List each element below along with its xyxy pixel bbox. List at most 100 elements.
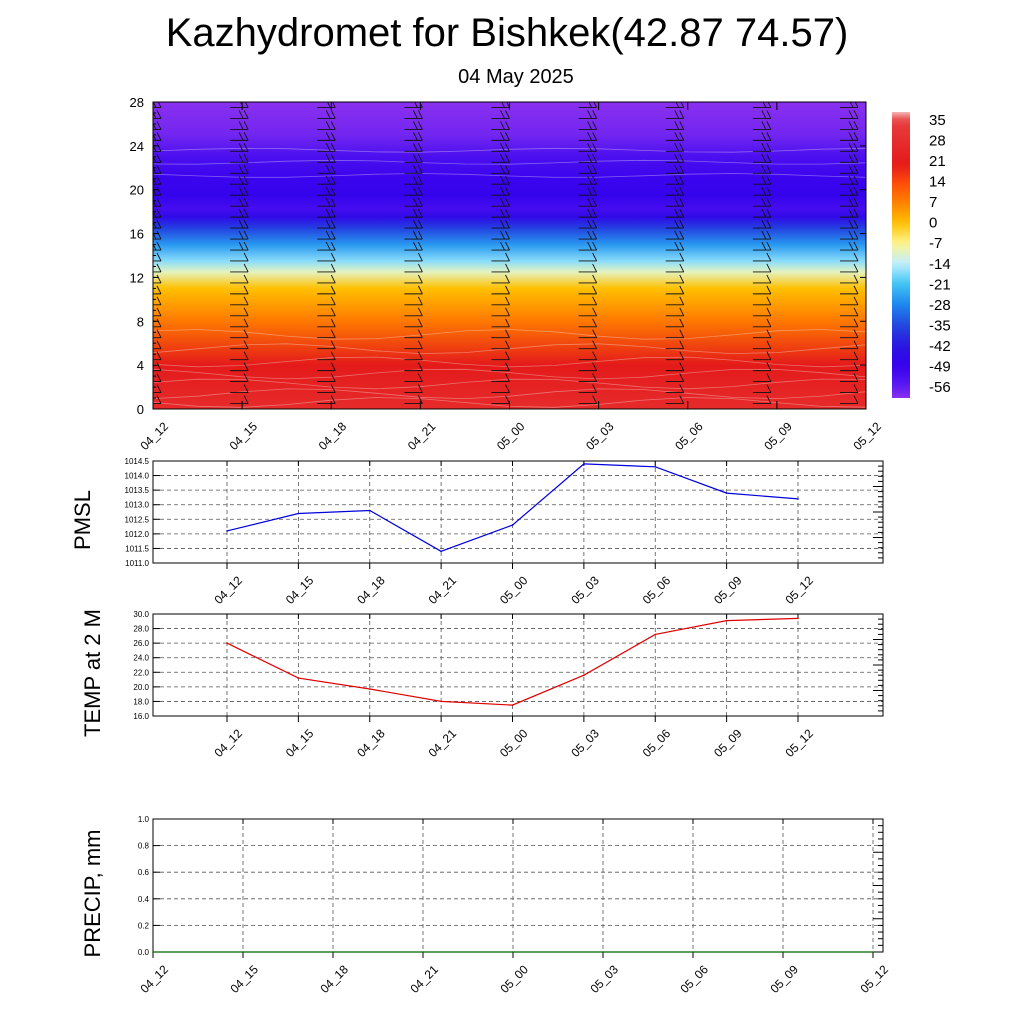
data-point bbox=[602, 951, 604, 953]
wind-barb-flag bbox=[412, 219, 418, 229]
wind-barb-flag bbox=[679, 230, 685, 240]
wind-barb-flag bbox=[327, 102, 331, 108]
wind-barb-flag bbox=[417, 307, 423, 317]
wind-barb-flag bbox=[325, 208, 331, 218]
wind-barb-flag bbox=[674, 121, 680, 130]
wind-barb-flag bbox=[243, 252, 249, 262]
wind-barb-flag bbox=[592, 340, 598, 349]
wind-barb-flag bbox=[243, 274, 249, 284]
y-tick-label: 24.0 bbox=[133, 654, 149, 663]
colorbar-label: 35 bbox=[929, 112, 946, 129]
wind-barb-flag bbox=[761, 241, 767, 251]
wind-barb-flag bbox=[674, 208, 680, 218]
x-tick-label: 05_12 bbox=[857, 962, 891, 996]
wind-barb-flag bbox=[587, 143, 593, 152]
wind-barb-flag bbox=[674, 165, 680, 174]
data-point bbox=[368, 688, 371, 690]
wind-barb-flag bbox=[761, 219, 767, 229]
wind-barb-flag bbox=[766, 395, 772, 404]
wind-barb-flag bbox=[330, 197, 336, 207]
wind-barb-flag bbox=[766, 318, 772, 327]
wind-barb-flag bbox=[243, 110, 249, 119]
wind-barb-flag bbox=[412, 197, 418, 207]
wind-barb-flag bbox=[592, 395, 598, 404]
wind-barb-flag bbox=[412, 165, 418, 174]
wind-barb-flag bbox=[853, 197, 859, 207]
wind-barb-flag bbox=[505, 351, 510, 360]
wind-barb-flag bbox=[766, 329, 772, 338]
data-point bbox=[242, 951, 244, 953]
x-tick-label: 04_15 bbox=[283, 726, 317, 760]
wind-barb-flag bbox=[679, 197, 685, 207]
x-tick-label: 05_00 bbox=[497, 726, 531, 760]
data-point bbox=[512, 951, 514, 953]
wind-barb-flag bbox=[505, 395, 510, 404]
wind-barb-flag bbox=[761, 154, 767, 163]
wind-barb-flag bbox=[675, 102, 680, 108]
wind-barb-flag bbox=[592, 241, 598, 251]
wind-barb-flag bbox=[243, 373, 249, 382]
x-tick-label: 05_12 bbox=[782, 573, 816, 607]
wind-barb-flag bbox=[156, 263, 162, 273]
wind-barb-flag bbox=[417, 121, 423, 130]
wind-barb-flag bbox=[243, 307, 249, 317]
wind-barb-flag bbox=[853, 329, 859, 338]
wind-barb-flag bbox=[243, 197, 249, 207]
wind-barb-flag bbox=[592, 373, 598, 382]
temp-panel: 16.0 18.0 20.0 22.0 24.0 26.0 28.0 30.0 04_12 04_… bbox=[80, 609, 884, 760]
wind-barb-flag bbox=[587, 186, 593, 196]
colorbar-label: 28 bbox=[929, 133, 946, 150]
data-point bbox=[422, 951, 424, 953]
wind-barb-flag bbox=[153, 177, 157, 185]
wind-barb-flag bbox=[325, 186, 331, 196]
wind-barb-flag bbox=[853, 154, 859, 163]
wind-barb-flag bbox=[592, 274, 598, 284]
x-tick-label: 05_06 bbox=[640, 726, 674, 760]
wind-barb-flag bbox=[500, 132, 505, 141]
wind-barb-flag bbox=[156, 307, 162, 317]
wind-barb-flag bbox=[156, 121, 162, 130]
wind-barb-flag bbox=[674, 241, 680, 251]
wind-barb-flag bbox=[679, 252, 685, 262]
data-point bbox=[297, 677, 300, 679]
wind-barb-flag bbox=[848, 165, 854, 174]
data-point bbox=[226, 530, 228, 532]
wind-barb-flag bbox=[412, 154, 418, 163]
wind-barb-flag bbox=[674, 143, 680, 152]
y-tick-label: 0.6 bbox=[138, 868, 150, 877]
data-point bbox=[692, 951, 694, 953]
wind-barb-flag bbox=[505, 197, 510, 207]
wind-barb-flag bbox=[238, 176, 244, 185]
wind-barb-flag bbox=[853, 230, 859, 240]
colorbar-label: -28 bbox=[929, 297, 951, 314]
wind-barb-flag bbox=[766, 307, 772, 317]
wind-barb-flag bbox=[501, 102, 505, 108]
wind-barb-flag bbox=[243, 263, 249, 273]
wind-barb-flag bbox=[500, 121, 505, 130]
y-tick-label: 1014.0 bbox=[125, 472, 150, 481]
wind-barb-flag bbox=[505, 274, 510, 284]
x-tick-label: 04_21 bbox=[426, 726, 460, 760]
wind-barb-flag bbox=[674, 110, 680, 119]
data-point bbox=[797, 498, 799, 500]
wind-barb-flag bbox=[674, 197, 680, 207]
wind-barb-flag bbox=[853, 132, 859, 141]
wind-barb-flag bbox=[238, 132, 244, 141]
y-tick-label: 1014.5 bbox=[125, 457, 150, 466]
wind-barb-flag bbox=[593, 102, 598, 108]
wind-barb-flag bbox=[153, 144, 157, 152]
x-tick-label: 04_15 bbox=[227, 962, 261, 996]
x-tick-label: 05_03 bbox=[583, 419, 617, 453]
wind-barb-flag bbox=[587, 132, 593, 141]
wind-barb-flag bbox=[243, 351, 249, 360]
wind-barb-flag bbox=[419, 102, 423, 108]
wind-barb-flag bbox=[243, 219, 249, 229]
colorbar: 35 28 21 14 7 0 -7 -14 -21 -28 -35 -42 -49 -56 bbox=[892, 112, 951, 398]
wind-barb-flag bbox=[505, 340, 510, 349]
y-tick-label: 0.8 bbox=[138, 842, 150, 851]
y-axis-label: PRECIP, mm bbox=[80, 830, 105, 958]
wind-barb-flag bbox=[238, 154, 244, 163]
wind-barb-flag bbox=[505, 121, 510, 130]
